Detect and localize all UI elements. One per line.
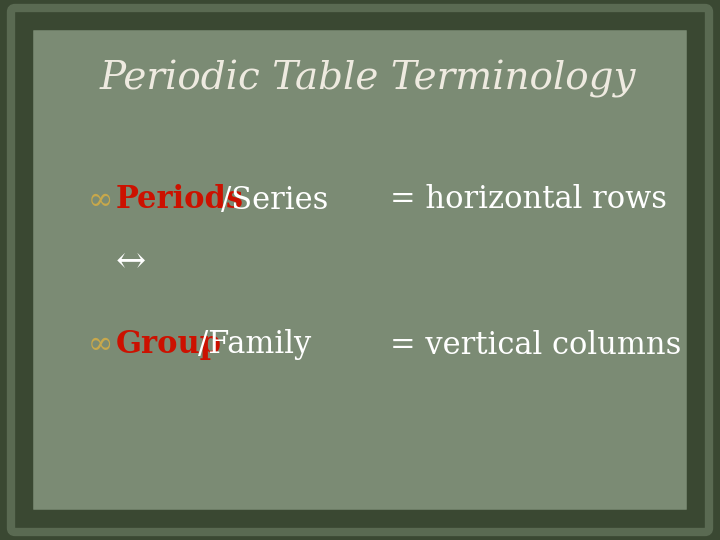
- Text: = vertical columns: = vertical columns: [390, 329, 681, 361]
- Text: ∞: ∞: [88, 329, 113, 361]
- Text: /Family: /Family: [198, 329, 311, 361]
- Text: ↔: ↔: [116, 245, 146, 279]
- Text: Periodic Table Terminology: Periodic Table Terminology: [100, 60, 636, 98]
- Text: Group: Group: [116, 329, 222, 361]
- Text: /Series: /Series: [221, 185, 328, 215]
- Text: = horizontal rows: = horizontal rows: [390, 185, 667, 215]
- Text: Periods: Periods: [116, 185, 244, 215]
- Text: ∞: ∞: [88, 185, 113, 215]
